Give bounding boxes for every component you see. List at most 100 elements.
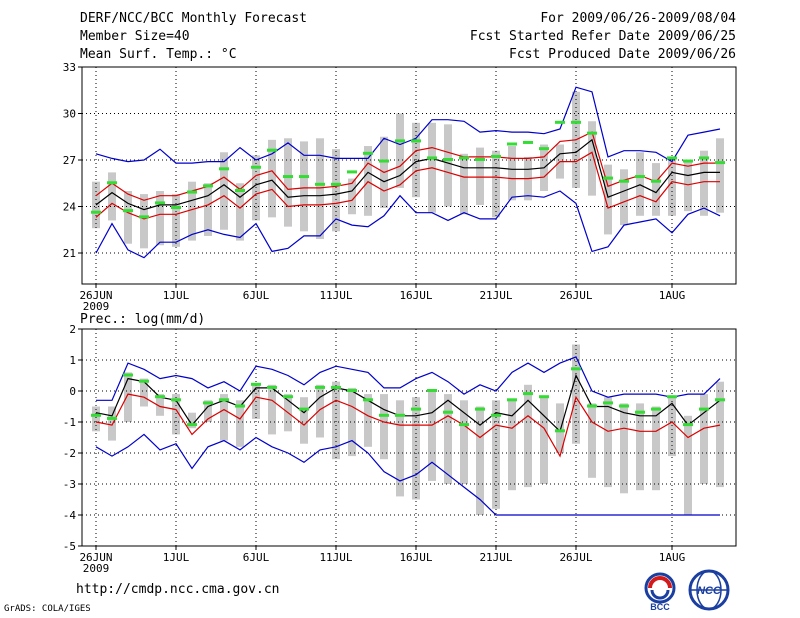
temperature-observation-mark: [587, 131, 597, 135]
bcc-logo-text: BCC: [650, 602, 670, 612]
precipitation-member-box: [556, 403, 564, 453]
precipitation-series-min: [95, 433, 720, 516]
temperature-observation-mark: [443, 158, 453, 161]
temperature-member-box: [476, 147, 484, 205]
temperature-member-box: [156, 191, 164, 246]
temperature-observation-mark: [139, 215, 149, 219]
temperature-member-box: [652, 163, 660, 216]
precipitation-member-box: [188, 412, 196, 429]
precipitation-observation-mark: [347, 389, 357, 392]
temperature-observation-mark: [347, 170, 357, 174]
temperature-x-tick-label: 26JUL: [559, 289, 592, 302]
precipitation-member-box: [396, 400, 404, 497]
precipitation-observation-mark: [475, 407, 485, 411]
temperature-observation-mark: [475, 158, 485, 161]
temperature-observation-mark: [203, 184, 213, 188]
precipitation-member-box: [348, 387, 356, 457]
precipitation-observation-mark: [395, 413, 405, 417]
precipitation-member-box: [508, 400, 516, 491]
precipitation-chart: -5 -4 -3 -2 -1 0 1 2 26JUN 1JUL 6JUL 11JUL 16JUL 21JU…: [63, 312, 737, 575]
temperature-observation-mark: [155, 201, 165, 205]
temperature-observation-mark: [683, 159, 693, 163]
precipitation-member-box: [460, 400, 468, 484]
member-size-label: Member Size=40: [80, 29, 190, 44]
temperature-member-box: [700, 150, 708, 216]
precipitation-member-box: [316, 384, 324, 438]
precipitation-observation-mark: [619, 404, 629, 408]
temperature-observation-mark: [107, 181, 117, 185]
precipitation-member-box: [92, 406, 100, 432]
temperature-member-box: [204, 183, 212, 236]
precipitation-x-tick-label: 26JUL: [559, 551, 592, 564]
temperature-observation-mark: [699, 156, 709, 160]
precipitation-observation-mark: [379, 413, 389, 417]
temperature-member-box: [332, 149, 340, 232]
precipitation-member-box: [476, 406, 484, 515]
precipitation-member-box: [140, 378, 148, 407]
temperature-observation-mark: [491, 154, 501, 158]
temperature-y-tick-label: 30: [63, 108, 76, 121]
temperature-member-box: [92, 181, 100, 229]
precipitation-observation-mark: [219, 398, 229, 402]
precipitation-member-box: [268, 384, 276, 435]
temperature-x-year-label: 2009: [83, 300, 110, 313]
temperature-x-tick-label: 26JUN: [79, 289, 112, 302]
temperature-observation-mark: [91, 210, 101, 214]
precipitation-y-tick-label: 1: [69, 354, 76, 367]
precipitation-x-year-label: 2009: [83, 562, 110, 575]
temperature-x-tick-label: 1AUG: [659, 289, 686, 302]
temperature-member-box: [188, 181, 196, 241]
temperature-observation-mark: [299, 175, 309, 179]
precipitation-plot-frame: [81, 328, 737, 547]
temperature-member-box: [300, 141, 308, 232]
precipitation-member-box: [540, 397, 548, 484]
temperature-member-box: [716, 138, 724, 213]
software-credit: GrADS: COLA/IGES: [4, 604, 91, 614]
temperature-member-box: [364, 146, 372, 216]
precipitation-series-lower: [95, 393, 721, 458]
precipitation-member-box: [492, 400, 500, 509]
temperature-x-tick-label: 16JUL: [399, 289, 432, 302]
temperature-member-box: [588, 121, 596, 196]
variable-label: Mean Surf. Temp.: °C: [80, 47, 237, 62]
precipitation-x-tick-label: 26JUN: [79, 551, 112, 564]
precipitation-y-tick-label: -1: [63, 416, 76, 429]
temperature-member-box: [604, 164, 612, 235]
temperature-observation-mark: [603, 176, 613, 180]
precipitation-member-box: [636, 403, 644, 491]
precipitation-observation-mark: [123, 373, 133, 377]
precipitation-observation-mark: [459, 423, 469, 427]
precipitation-member-box: [652, 406, 660, 491]
precipitation-observation-mark: [267, 385, 277, 389]
ncc-logo: NCC: [688, 569, 730, 611]
precipitation-y-tick-label: 2: [69, 323, 76, 336]
precipitation-x-tick-label: 1JUL: [163, 551, 190, 564]
precipitation-y-tick-label: -5: [63, 540, 76, 553]
precipitation-observation-mark: [587, 404, 597, 408]
temperature-observation-mark: [635, 175, 645, 179]
temperature-x-tick-label: 6JUL: [243, 289, 270, 302]
precipitation-member-box: [364, 394, 372, 447]
temperature-member-box: [684, 161, 692, 212]
temperature-observation-mark: [715, 161, 725, 165]
temperature-member-box: [460, 153, 468, 215]
precipitation-member-box: [412, 397, 420, 500]
source-url[interactable]: http://cmdp.ncc.cma.gov.cn: [76, 582, 280, 597]
precipitation-member-box: [220, 394, 228, 441]
temperature-observation-mark: [331, 182, 341, 186]
forecast-period: For 2009/06/26-2009/08/04: [540, 11, 736, 26]
precipitation-observation-mark: [699, 407, 709, 411]
temperature-y-tick-label: 27: [63, 154, 76, 167]
temperature-observation-mark: [379, 159, 389, 163]
precipitation-observation-mark: [283, 395, 293, 399]
precipitation-member-box: [236, 400, 244, 447]
temperature-member-box: [396, 113, 404, 188]
precipitation-member-box: [684, 415, 692, 515]
precipitation-member-box: [572, 344, 580, 444]
produced-date: Fcst Produced Date 2009/06/26: [509, 47, 736, 62]
temperature-member-box: [220, 152, 228, 230]
precipitation-observation-mark: [187, 423, 197, 427]
temperature-observation-mark: [219, 167, 229, 171]
precipitation-observation-mark: [331, 385, 341, 389]
precipitation-observation-mark: [155, 395, 165, 399]
